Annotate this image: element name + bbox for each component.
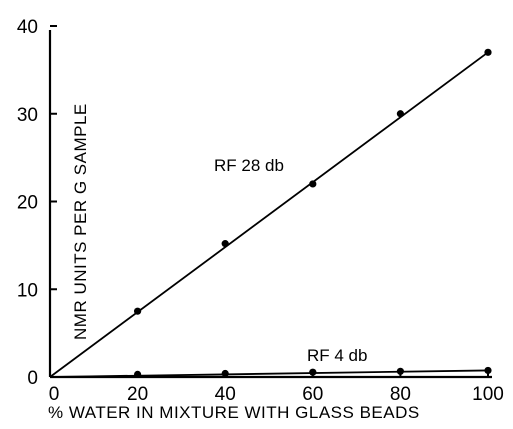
series-line-1 — [49, 369, 489, 378]
y-tick-label-30: 30 — [17, 105, 38, 126]
data-point-0-4 — [484, 48, 492, 56]
data-point-0-1 — [221, 240, 229, 248]
data-point-1-4 — [484, 366, 492, 375]
series-1 — [49, 366, 492, 378]
data-point-1-1 — [221, 369, 229, 378]
data-point-1-2 — [309, 368, 317, 376]
y-axis-label: NMR UNITS PER G SAMPLE — [71, 103, 90, 340]
x-tick-label-0: 0 — [49, 384, 60, 405]
series-label-rf4: RF 4 db — [307, 346, 367, 365]
x-tick-label-60: 60 — [302, 384, 323, 405]
axes — [48, 30, 492, 379]
x-tick-label-80: 80 — [390, 384, 411, 405]
data-point-0-2 — [309, 180, 317, 188]
series-line-0 — [49, 51, 489, 378]
series-labels: RF 28 db RF 4 db — [214, 156, 367, 365]
y-tick-label-0: 0 — [27, 368, 38, 389]
data-point-0-0 — [134, 307, 142, 315]
y-tick-label-10: 10 — [17, 280, 38, 301]
series-label-rf28: RF 28 db — [214, 156, 284, 175]
x-tick-label-40: 40 — [215, 384, 236, 405]
data-point-0-3 — [396, 110, 404, 118]
x-axis-label: % WATER IN MIXTURE WITH GLASS BEADS — [48, 403, 420, 422]
series — [49, 48, 492, 378]
x-tick-label-20: 20 — [127, 384, 148, 405]
data-point-1-3 — [396, 367, 404, 375]
x-tick-label-100: 100 — [472, 384, 504, 405]
y-tick-label-40: 40 — [17, 17, 38, 38]
ticks — [50, 25, 489, 377]
series-0 — [49, 48, 492, 378]
tick-labels: 0 20 40 60 80 100 0 10 20 30 40 — [17, 17, 504, 405]
data-point-1-0 — [134, 370, 142, 378]
y-tick-label-20: 20 — [17, 193, 38, 214]
